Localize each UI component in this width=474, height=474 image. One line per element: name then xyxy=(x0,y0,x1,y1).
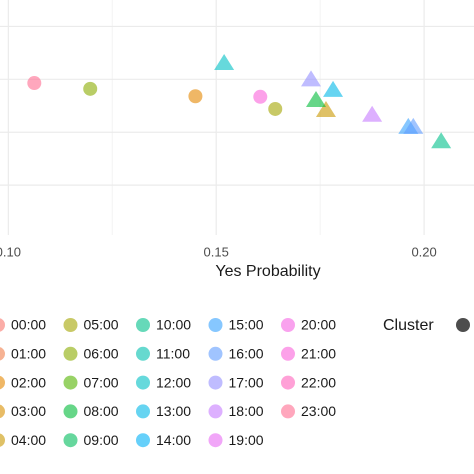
point xyxy=(403,117,424,134)
legend-label: 11:00 xyxy=(156,346,190,362)
point xyxy=(306,90,326,107)
legend-key xyxy=(208,318,223,332)
legend-label: 06:00 xyxy=(84,346,119,362)
x-tick-label: 0.15 xyxy=(204,244,229,259)
legend-key xyxy=(136,433,150,448)
legend-key xyxy=(281,318,295,332)
legend-key xyxy=(208,433,223,448)
legend-label: 10:00 xyxy=(156,317,191,333)
legend-label: 20:00 xyxy=(301,317,336,333)
legend-label: 01:00 xyxy=(11,346,46,362)
x-tick-label: 0.10 xyxy=(0,244,21,259)
legend-key xyxy=(208,375,223,390)
x-axis-label: Yes Probability xyxy=(215,263,320,280)
legend-key xyxy=(136,318,150,332)
point xyxy=(362,105,383,122)
legend-label: 05:00 xyxy=(84,317,119,333)
legend-key xyxy=(63,433,78,448)
legend-key xyxy=(136,404,150,419)
shape-legend-key xyxy=(456,318,470,332)
legend-key xyxy=(0,375,5,390)
point xyxy=(214,53,235,70)
point xyxy=(315,101,336,118)
legend-label: 23:00 xyxy=(301,403,336,419)
point xyxy=(323,80,344,97)
legend-label: 07:00 xyxy=(84,374,119,390)
legend-label: 14:00 xyxy=(156,432,191,448)
legend-key xyxy=(281,375,295,390)
legend-label: 04:00 xyxy=(11,432,46,448)
point xyxy=(83,81,98,96)
legend-label: 22:00 xyxy=(301,374,336,390)
legend-label: 18:00 xyxy=(229,403,264,419)
legend-label: 00:00 xyxy=(11,317,46,333)
legend-key xyxy=(208,404,223,419)
legend-label: 16:00 xyxy=(229,346,264,362)
point xyxy=(253,89,268,104)
legend-key xyxy=(63,346,78,361)
legend-key xyxy=(281,404,295,419)
legend-key xyxy=(208,346,223,361)
legend-label: 12:00 xyxy=(156,374,191,390)
legend-label: 15:00 xyxy=(229,317,264,333)
legend-key xyxy=(0,404,5,419)
legend-label: 08:00 xyxy=(84,403,119,419)
point xyxy=(27,76,42,91)
point xyxy=(431,132,452,149)
legend-key xyxy=(63,375,78,390)
legend-label: 19:00 xyxy=(229,432,264,448)
legend-key xyxy=(136,375,150,390)
legend-label: 03:00 xyxy=(11,403,46,419)
legend-label: 21:00 xyxy=(301,346,336,362)
legend-key xyxy=(63,404,78,419)
legend-key xyxy=(63,318,78,332)
point xyxy=(188,89,203,104)
legend-label: 09:00 xyxy=(84,432,119,448)
legend-key xyxy=(0,347,5,361)
legend-label: 13:00 xyxy=(156,403,191,419)
legend-key xyxy=(136,346,150,361)
legend-key xyxy=(281,346,295,361)
x-tick-label: 0.20 xyxy=(411,244,436,259)
legend-label: 17:00 xyxy=(229,374,264,390)
shape-legend-title: Cluster xyxy=(383,317,434,334)
legend-key xyxy=(0,318,5,332)
point xyxy=(301,70,322,87)
legend-label: 02:00 xyxy=(11,374,46,390)
legend-key xyxy=(0,433,5,447)
point xyxy=(268,101,283,116)
